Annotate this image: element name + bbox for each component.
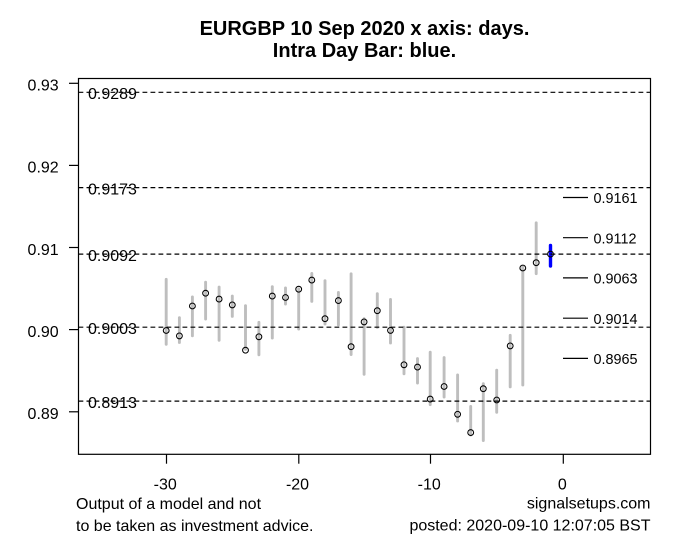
svg-text:0.9003: 0.9003 xyxy=(88,321,137,338)
svg-text:0.91: 0.91 xyxy=(28,242,59,259)
svg-text:to be taken as investment advi: to be taken as investment advice. xyxy=(76,518,313,535)
svg-text:0: 0 xyxy=(558,476,567,493)
svg-text:0.92: 0.92 xyxy=(28,160,59,177)
svg-text:EURGBP 10 Sep 2020 x axis: day: EURGBP 10 Sep 2020 x axis: days. xyxy=(200,18,530,40)
svg-text:0.90: 0.90 xyxy=(28,324,59,341)
svg-text:-20: -20 xyxy=(286,476,309,493)
svg-text:0.9289: 0.9289 xyxy=(88,86,137,103)
svg-text:Output of a model and not: Output of a model and not xyxy=(76,496,262,513)
svg-text:Intra Day Bar: blue.: Intra Day Bar: blue. xyxy=(273,40,456,62)
svg-text:-10: -10 xyxy=(418,476,441,493)
svg-text:0.9014: 0.9014 xyxy=(594,312,638,328)
svg-text:0.9161: 0.9161 xyxy=(594,191,638,207)
svg-text:0.9063: 0.9063 xyxy=(594,272,638,288)
svg-text:-30: -30 xyxy=(154,476,177,493)
svg-text:0.9092: 0.9092 xyxy=(88,248,137,265)
svg-text:0.8913: 0.8913 xyxy=(88,395,137,412)
svg-text:signalsetups.com: signalsetups.com xyxy=(527,496,651,513)
svg-text:0.93: 0.93 xyxy=(28,78,59,95)
svg-text:0.89: 0.89 xyxy=(28,406,59,423)
svg-text:posted: 2020-09-10 12:07:05 BS: posted: 2020-09-10 12:07:05 BST xyxy=(409,518,650,535)
svg-text:0.9112: 0.9112 xyxy=(594,231,637,247)
svg-text:0.9173: 0.9173 xyxy=(88,182,137,199)
svg-text:0.8965: 0.8965 xyxy=(594,352,638,368)
